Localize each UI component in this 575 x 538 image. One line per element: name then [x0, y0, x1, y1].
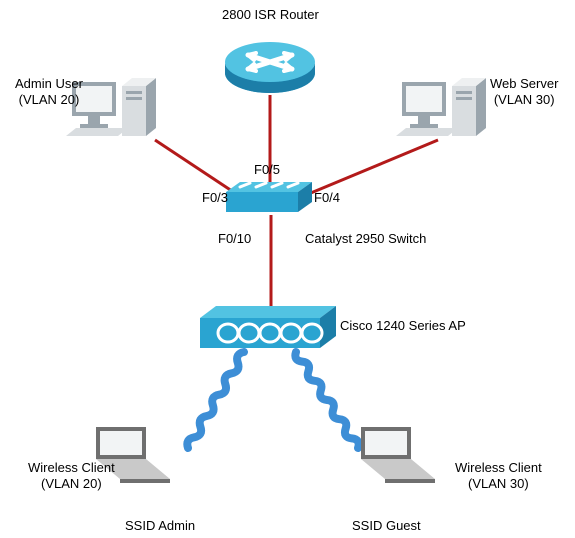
- label-port-f04: F0/4: [314, 190, 340, 206]
- label-admin-user: Admin User (VLAN 20): [15, 76, 83, 109]
- label-ssid-admin: SSID Admin: [125, 518, 195, 534]
- label-web-server: Web Server (VLAN 30): [490, 76, 558, 109]
- label-port-f010: F0/10: [218, 231, 251, 247]
- workstation-icon: [396, 78, 486, 136]
- laptop-icon: [361, 427, 435, 483]
- label-access-point: Cisco 1240 Series AP: [340, 318, 466, 334]
- label-ssid-guest: SSID Guest: [352, 518, 421, 534]
- label-switch: Catalyst 2950 Switch: [305, 231, 426, 247]
- label-router-title: 2800 ISR Router: [222, 7, 319, 23]
- label-port-f03: F0/3: [202, 190, 228, 206]
- label-wireless-client-left: Wireless Client (VLAN 20): [28, 460, 115, 493]
- label-wireless-client-right: Wireless Client (VLAN 30): [455, 460, 542, 493]
- switch-icon: [226, 182, 312, 212]
- label-port-f05: F0/5: [254, 162, 280, 178]
- router-icon: [225, 42, 315, 93]
- access-point-icon: [200, 306, 336, 348]
